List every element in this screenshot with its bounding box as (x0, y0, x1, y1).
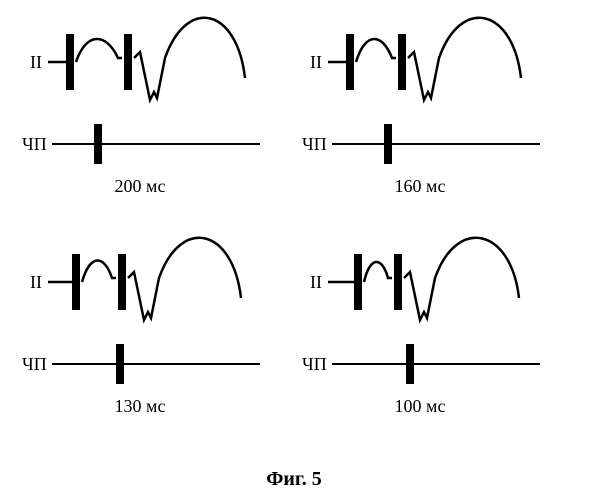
lead-label: II (30, 272, 42, 292)
lead-label: II (310, 272, 322, 292)
figure-label: Фиг. 5 (266, 468, 322, 490)
panel-2: II ЧП 160 мс (302, 18, 540, 196)
ms-caption: 160 мс (395, 176, 446, 196)
lead-ii-trace (328, 238, 519, 320)
panel-4: II ЧП 100 мс (302, 238, 540, 416)
panel-3: II ЧП 130 мс (22, 238, 260, 416)
lead-ii-trace (48, 18, 245, 100)
lead-ii-trace (328, 18, 521, 100)
chp-label: ЧП (22, 134, 47, 154)
ms-caption: 130 мс (115, 396, 166, 416)
chp-label: ЧП (302, 354, 327, 374)
chp-trace (332, 344, 540, 384)
chp-trace (52, 124, 260, 164)
ms-caption: 200 мс (115, 176, 166, 196)
chp-label: ЧП (22, 354, 47, 374)
chp-label: ЧП (302, 134, 327, 154)
ms-caption: 100 мс (395, 396, 446, 416)
lead-label: II (30, 52, 42, 72)
panel-1: II ЧП 200 мс (22, 18, 260, 196)
chp-trace (332, 124, 540, 164)
figure-5: II ЧП 200 мс II (0, 0, 589, 500)
chp-trace (52, 344, 260, 384)
lead-label: II (310, 52, 322, 72)
figure-svg: II ЧП 200 мс II (0, 0, 589, 500)
lead-ii-trace (48, 238, 241, 320)
